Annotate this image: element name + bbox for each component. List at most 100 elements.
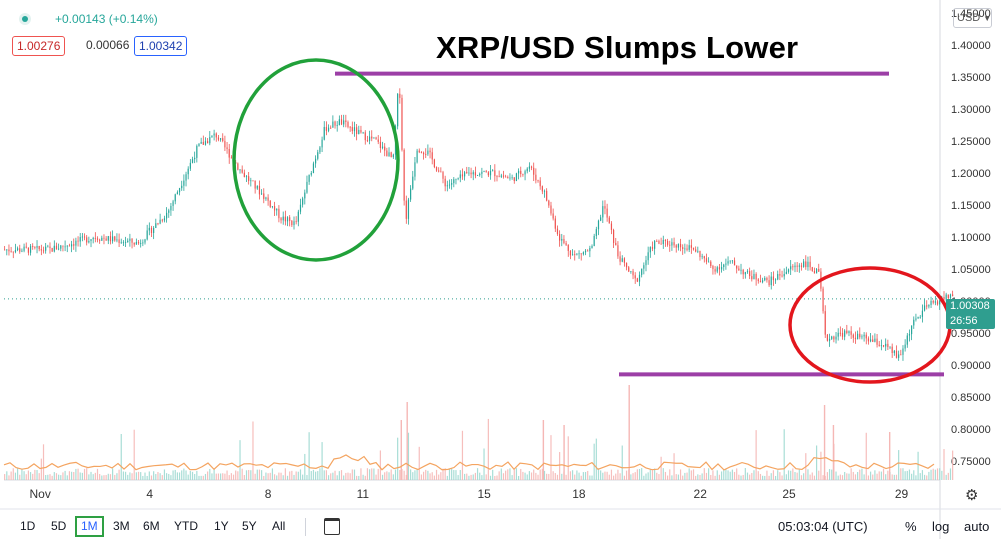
candle-body bbox=[271, 206, 274, 207]
volume-bar bbox=[787, 470, 790, 480]
candle-body bbox=[571, 254, 574, 256]
ask-price[interactable]: 1.00342 bbox=[134, 36, 188, 56]
volume-bar bbox=[60, 475, 62, 480]
volume-bar bbox=[293, 474, 295, 480]
candle-body bbox=[474, 172, 477, 176]
candle-body bbox=[846, 330, 848, 333]
candle-body bbox=[552, 213, 554, 219]
candle-body bbox=[679, 243, 682, 248]
candle-body bbox=[25, 246, 27, 248]
candle-body bbox=[114, 236, 116, 241]
candle-body bbox=[565, 243, 567, 245]
percent-scale-toggle[interactable]: % bbox=[905, 519, 917, 534]
range-3m[interactable]: 3M bbox=[113, 519, 130, 533]
volume-bar bbox=[565, 474, 567, 480]
candle-body bbox=[472, 172, 474, 175]
candle-body bbox=[196, 145, 198, 158]
volume-bar bbox=[770, 473, 772, 480]
volume-bar bbox=[500, 468, 502, 480]
candle-body bbox=[64, 246, 66, 248]
currency-selector[interactable]: USD ▼ bbox=[953, 8, 992, 28]
volume-bar bbox=[692, 469, 695, 480]
candle-body bbox=[306, 181, 308, 193]
range-5d[interactable]: 5D bbox=[51, 519, 67, 533]
volume-ma-line bbox=[3, 454, 935, 471]
volume-bar bbox=[351, 469, 353, 480]
volume-bar bbox=[651, 470, 654, 480]
range-all[interactable]: All bbox=[272, 519, 286, 533]
candle-body bbox=[90, 239, 92, 242]
volume-bar bbox=[332, 472, 334, 480]
volume-bar bbox=[388, 472, 390, 480]
x-tick-label: 18 bbox=[572, 487, 586, 501]
volume-bar bbox=[55, 473, 58, 480]
volume-bar bbox=[70, 471, 73, 480]
volume-bar bbox=[62, 472, 64, 480]
range-1d[interactable]: 1D bbox=[20, 519, 36, 533]
volume-bar bbox=[373, 468, 375, 480]
candle-body bbox=[399, 93, 401, 98]
volume-bar bbox=[582, 472, 584, 480]
candle-body bbox=[682, 247, 684, 249]
candle-body bbox=[712, 265, 714, 270]
x-tick-label: 22 bbox=[694, 487, 708, 501]
volume-bar bbox=[14, 472, 17, 480]
candle-body bbox=[70, 244, 73, 247]
volume-bar bbox=[185, 470, 187, 480]
volume-bar bbox=[766, 470, 768, 480]
candle-body bbox=[828, 338, 831, 341]
volume-bar bbox=[280, 472, 282, 480]
candle-body bbox=[487, 172, 489, 176]
volume-bar bbox=[911, 473, 913, 480]
candle-body bbox=[347, 122, 349, 127]
candle-body bbox=[101, 237, 103, 241]
volume-bar bbox=[176, 472, 178, 480]
gear-icon[interactable]: ⚙ bbox=[965, 487, 979, 504]
volume-bar bbox=[189, 470, 191, 480]
last-price-value: 1.00308 bbox=[950, 300, 990, 312]
candle-body bbox=[517, 170, 520, 174]
volume-bar bbox=[144, 472, 146, 480]
calendar-icon[interactable] bbox=[324, 518, 340, 535]
volume-bar bbox=[304, 453, 306, 480]
candle-body bbox=[254, 180, 256, 189]
volume-bar bbox=[733, 471, 736, 480]
volume-bar bbox=[584, 471, 587, 480]
range-1m[interactable]: 1M bbox=[75, 516, 104, 537]
candle-body bbox=[945, 294, 947, 300]
range-ytd[interactable]: YTD bbox=[174, 519, 198, 533]
volume-bar bbox=[25, 474, 27, 480]
volume-bar bbox=[241, 468, 243, 480]
range-6m[interactable]: 6M bbox=[143, 519, 160, 533]
volume-bar bbox=[68, 471, 71, 480]
volume-bar bbox=[593, 443, 595, 480]
candle-body bbox=[466, 172, 468, 174]
candle-body bbox=[273, 206, 276, 211]
candle-body bbox=[839, 332, 841, 334]
candle-body bbox=[209, 137, 211, 144]
range-5y[interactable]: 5Y bbox=[242, 519, 257, 533]
volume-bar bbox=[29, 472, 32, 480]
candle-body bbox=[239, 169, 241, 171]
candle-body bbox=[263, 193, 265, 199]
log-scale-toggle[interactable]: log bbox=[932, 519, 950, 534]
volume-bar bbox=[492, 469, 494, 480]
volume-bar bbox=[915, 475, 917, 480]
candle-body bbox=[641, 268, 643, 275]
candle-body bbox=[410, 188, 412, 200]
auto-scale-toggle[interactable]: auto bbox=[964, 519, 990, 534]
candle-body bbox=[468, 172, 470, 174]
bid-price[interactable]: 1.00276 bbox=[12, 36, 66, 56]
candle-body bbox=[841, 332, 844, 337]
toolbar-divider bbox=[305, 518, 306, 536]
candle-body bbox=[302, 198, 304, 205]
candle-body bbox=[608, 217, 610, 224]
candle-body bbox=[625, 262, 628, 268]
volume-bar bbox=[381, 474, 384, 480]
volume-bar bbox=[498, 471, 500, 480]
candle-body bbox=[153, 227, 155, 234]
range-1y[interactable]: 1Y bbox=[214, 519, 229, 533]
volume-spike bbox=[832, 425, 835, 480]
volume-bar bbox=[777, 470, 779, 480]
